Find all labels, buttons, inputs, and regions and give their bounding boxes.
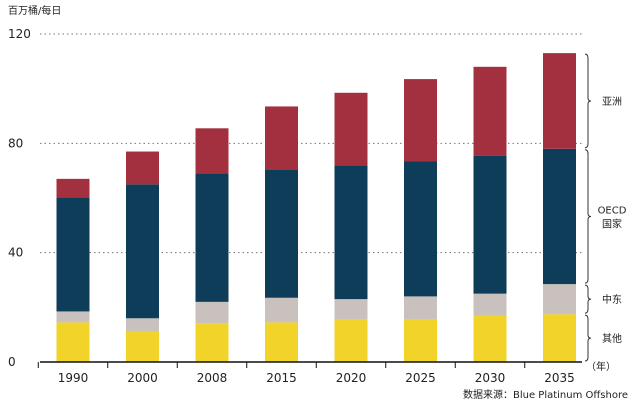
bar-segment	[473, 315, 507, 362]
y-tick-label: 0	[8, 355, 16, 369]
legend-brace	[584, 284, 592, 314]
bar-segment	[473, 293, 507, 316]
bar-segment	[126, 318, 159, 332]
legend-brace	[584, 149, 592, 284]
legend-label: 国家	[602, 217, 622, 230]
bar-segment	[473, 155, 507, 294]
bar-segment	[195, 301, 229, 324]
y-tick-label: 80	[8, 136, 23, 150]
legend-label: 亚洲	[602, 96, 622, 108]
bar-segment	[56, 198, 90, 312]
bar-segment	[56, 178, 90, 198]
source-note: 数据来源：Blue Platinum Offshore	[463, 388, 628, 401]
bar-segment	[334, 319, 368, 362]
bar-segment	[404, 161, 437, 297]
bar-segment	[265, 169, 298, 298]
bar-segment	[334, 165, 368, 300]
x-tick-label: 2035	[544, 371, 575, 385]
x-tick-label: 1990	[58, 371, 89, 385]
x-tick-label: 2000	[127, 371, 158, 385]
legend-label: OECD	[598, 205, 627, 216]
bar-segment	[126, 184, 159, 319]
bar-segment	[56, 322, 90, 362]
bar-segment	[404, 319, 437, 362]
bar-segment	[404, 79, 437, 162]
bar-segment	[265, 106, 298, 170]
legend-brace	[584, 314, 592, 362]
bar-segment	[126, 151, 159, 185]
bar-segment	[195, 173, 229, 302]
bar-segment	[265, 322, 298, 362]
x-tick-label: 2015	[266, 371, 297, 385]
x-tick-label: 2025	[405, 371, 436, 385]
x-tick-label: 2020	[336, 371, 367, 385]
y-axis-tick-labels: 0 40 80 120	[8, 27, 31, 369]
bar-segment	[334, 92, 368, 166]
bar-segment	[543, 284, 576, 315]
x-axis-unit-label: （年）	[586, 360, 616, 373]
unit-label: 百万桶/每日	[8, 4, 61, 17]
x-tick-label: 2008	[197, 371, 228, 385]
legend-label: 其他	[602, 332, 622, 345]
bar-segment	[126, 331, 159, 362]
bar-segment	[473, 66, 507, 156]
bar-segment	[543, 53, 576, 149]
bar-segment	[404, 296, 437, 320]
bar-segment	[543, 314, 576, 362]
y-tick-label: 120	[8, 27, 31, 41]
bar-segment	[56, 311, 90, 323]
x-tick-label: 2030	[475, 371, 506, 385]
bar-segment	[195, 323, 229, 362]
legend-brace	[584, 53, 592, 149]
x-axis-ticks: 1990 2000 2008 2015 2020 2025 2030 2035	[37, 362, 575, 385]
bar-segment	[265, 297, 298, 323]
legend-label: 中东	[602, 293, 622, 306]
bar-segment	[334, 299, 368, 320]
y-tick-label: 40	[8, 246, 23, 260]
stacked-bars	[56, 53, 576, 362]
bar-segment	[543, 148, 576, 285]
bar-segment	[195, 128, 229, 174]
